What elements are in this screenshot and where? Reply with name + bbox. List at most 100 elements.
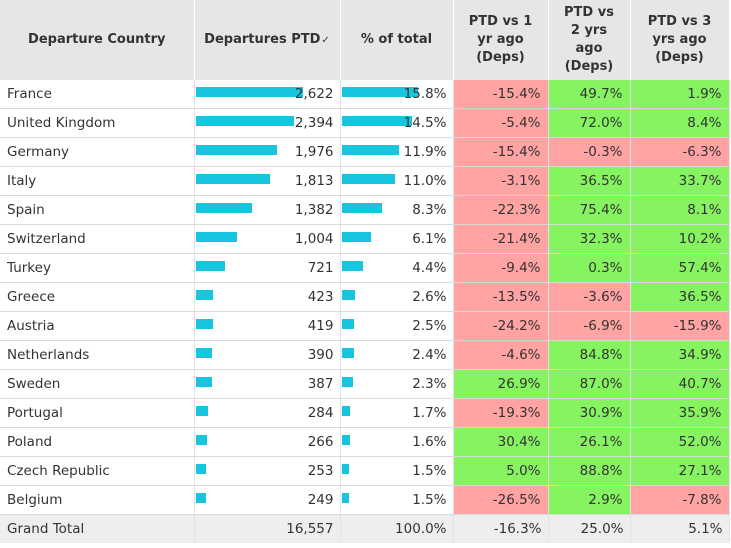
departures-value: 2,394: [294, 115, 334, 131]
cell-departures: 387: [194, 369, 341, 399]
table-row[interactable]: Germany 1,976 11.9% -15.4% -0.3% -6.3%: [0, 137, 730, 167]
cell-departures: 390: [194, 340, 341, 370]
cell-departures: 419: [194, 311, 341, 341]
share-bar: [341, 435, 350, 445]
grand-total-label: Grand Total: [0, 514, 195, 543]
cell-vs3: 52.0%: [630, 427, 730, 457]
cell-country: France: [0, 80, 195, 109]
table-row[interactable]: Netherlands 390 2.4% -4.6% 84.8% 34.9%: [0, 340, 730, 370]
header-departures-ptd[interactable]: Departures PTD✓: [194, 0, 341, 80]
share-value: 1.5%: [412, 463, 447, 479]
cell-departures: 266: [194, 427, 341, 457]
cell-vs2: -3.6%: [548, 282, 631, 312]
table-row[interactable]: Turkey 721 4.4% -9.4% 0.3% 57.4%: [0, 253, 730, 283]
sort-descending-icon[interactable]: ✓: [321, 34, 330, 46]
departures-value: 1,004: [294, 231, 334, 247]
departures-value: 266: [307, 434, 334, 450]
departures-bar: [195, 290, 213, 300]
cell-country: Sweden: [0, 369, 195, 399]
header-vs2-line: (Deps): [564, 59, 614, 74]
header-vs2-line: PTD vs: [564, 5, 614, 20]
cell-departures: 284: [194, 398, 341, 428]
departures-value: 423: [307, 289, 334, 305]
cell-vs2: 88.8%: [548, 456, 631, 486]
cell-vs3: 36.5%: [630, 282, 730, 312]
cell-vs2: 75.4%: [548, 195, 631, 225]
header-vs1-line: (Deps): [476, 50, 525, 65]
cell-vs2: 2.9%: [548, 485, 631, 515]
cell-share: 2.6%: [340, 282, 454, 312]
departures-bar: [195, 232, 237, 242]
table-row[interactable]: Sweden 387 2.3% 26.9% 87.0% 40.7%: [0, 369, 730, 399]
share-bar: [341, 232, 371, 242]
cell-share: 6.1%: [340, 224, 454, 254]
departures-bar: [195, 435, 207, 445]
departures-bar: [195, 493, 206, 503]
table-row[interactable]: United Kingdom 2,394 14.5% -5.4% 72.0% 8.4%: [0, 108, 730, 138]
header-percent-of-total[interactable]: % of total: [340, 0, 454, 80]
table-row[interactable]: Italy 1,813 11.0% -3.1% 36.5% 33.7%: [0, 166, 730, 196]
cell-vs2: 84.8%: [548, 340, 631, 370]
cell-vs3: 40.7%: [630, 369, 730, 399]
cell-departures: 249: [194, 485, 341, 515]
cell-vs2: 26.1%: [548, 427, 631, 457]
cell-country: Greece: [0, 282, 195, 312]
grand-total-row: Grand Total 16,557 100.0% -16.3% 25.0% 5…: [0, 514, 730, 543]
cell-country: Switzerland: [0, 224, 195, 254]
share-bar: [341, 377, 353, 387]
cell-vs2: 32.3%: [548, 224, 631, 254]
header-vs1-line: yr ago: [477, 32, 524, 47]
departures-value: 721: [307, 260, 334, 276]
table-row[interactable]: Austria 419 2.5% -24.2% -6.9% -15.9%: [0, 311, 730, 341]
header-ptd-vs-3-yrs[interactable]: PTD vs 3 yrs ago (Deps): [630, 0, 730, 80]
table-row[interactable]: Spain 1,382 8.3% -22.3% 75.4% 8.1%: [0, 195, 730, 225]
departures-value: 390: [307, 347, 334, 363]
cell-share: 2.4%: [340, 340, 454, 370]
cell-vs1: -4.6%: [453, 340, 549, 370]
cell-vs2: 0.3%: [548, 253, 631, 283]
grand-total-vs1: -16.3%: [453, 514, 549, 543]
header-ptd-vs-1-yr[interactable]: PTD vs 1 yr ago (Deps): [453, 0, 549, 80]
header-ptd-vs-2-yrs[interactable]: PTD vs 2 yrs ago (Deps): [548, 0, 631, 80]
departures-bar: [195, 145, 277, 155]
cell-vs3: 8.1%: [630, 195, 730, 225]
cell-vs1: -21.4%: [453, 224, 549, 254]
cell-share: 15.8%: [340, 80, 454, 109]
departures-value: 249: [307, 492, 334, 508]
departures-bar: [195, 319, 213, 329]
cell-country: Italy: [0, 166, 195, 196]
cell-country: Germany: [0, 137, 195, 167]
cell-share: 2.3%: [340, 369, 454, 399]
header-departure-country[interactable]: Departure Country: [0, 0, 195, 80]
cell-departures: 1,813: [194, 166, 341, 196]
share-bar: [341, 116, 412, 126]
cell-vs2: -0.3%: [548, 137, 631, 167]
cell-vs1: -13.5%: [453, 282, 549, 312]
table-row[interactable]: Belgium 249 1.5% -26.5% 2.9% -7.8%: [0, 485, 730, 515]
share-bar: [341, 406, 350, 416]
departures-bar: [195, 87, 303, 97]
header-departures-label: Departures PTD: [204, 31, 321, 47]
cell-country: Austria: [0, 311, 195, 341]
departures-value: 419: [307, 318, 334, 334]
table-row[interactable]: France 2,622 15.8% -15.4% 49.7% 1.9%: [0, 80, 730, 109]
table-row[interactable]: Greece 423 2.6% -13.5% -3.6% 36.5%: [0, 282, 730, 312]
share-bar: [341, 464, 349, 474]
cell-share: 2.5%: [340, 311, 454, 341]
cell-vs1: 26.9%: [453, 369, 549, 399]
table-row[interactable]: Poland 266 1.6% 30.4% 26.1% 52.0%: [0, 427, 730, 457]
table-row[interactable]: Portugal 284 1.7% -19.3% 30.9% 35.9%: [0, 398, 730, 428]
share-bar: [341, 87, 418, 97]
table-row[interactable]: Switzerland 1,004 6.1% -21.4% 32.3% 10.2%: [0, 224, 730, 254]
table-row[interactable]: Czech Republic 253 1.5% 5.0% 88.8% 27.1%: [0, 456, 730, 486]
departures-value: 1,382: [294, 202, 334, 218]
cell-departures: 1,976: [194, 137, 341, 167]
cell-share: 11.0%: [340, 166, 454, 196]
cell-country: Belgium: [0, 485, 195, 515]
cell-country: Spain: [0, 195, 195, 225]
cell-vs2: 30.9%: [548, 398, 631, 428]
departures-bar: [195, 116, 294, 126]
grand-total-vs3: 5.1%: [630, 514, 730, 543]
share-bar: [341, 348, 354, 358]
share-value: 1.5%: [412, 492, 447, 508]
